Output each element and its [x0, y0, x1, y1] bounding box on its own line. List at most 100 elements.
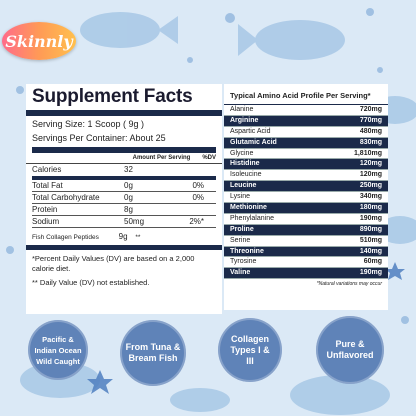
peptide-name: Fish Collagen Peptides	[32, 234, 99, 241]
fish-icon	[255, 20, 345, 60]
starfish-icon	[87, 370, 113, 394]
amino-acid-name: Histidine	[230, 160, 260, 168]
amino-acid-name: Tyrosine	[230, 258, 257, 266]
footnote-not-established: ** Daily Value (DV) not established.	[32, 278, 150, 287]
amino-acid-value: 140mg	[359, 247, 382, 255]
amino-acid-value: 770mg	[359, 116, 382, 124]
fish-icon	[80, 12, 160, 48]
amino-acid-name: Lysine	[230, 193, 250, 201]
badge-pure-unflavored: Pure & Unflavored	[316, 316, 384, 384]
nutrient-row: Calories 32	[32, 164, 216, 180]
amino-acid-row: Tyrosine 60mg	[224, 257, 388, 269]
amino-acid-value: 340mg	[359, 193, 382, 201]
servings-per-container: Servings Per Container: About 25	[32, 133, 166, 143]
amino-acid-value: 60mg	[363, 258, 382, 266]
fish-icon	[290, 375, 390, 415]
amino-acid-row: Isoleucine 120mg	[224, 170, 388, 182]
amino-acid-name: Arginine	[230, 116, 259, 124]
amino-acid-name: Valine	[230, 269, 251, 277]
badge-text: Collagen Types I & III	[230, 333, 270, 366]
amino-acid-row: Serine 510mg	[224, 236, 388, 247]
supplement-facts-title: Supplement Facts	[26, 84, 222, 116]
footnote-dv: *Percent Daily Values (DV) are based on …	[32, 254, 195, 273]
nutrient-amount: 0g	[124, 181, 133, 190]
nutrient-name: Total Fat	[32, 181, 63, 190]
nutrient-amount: 32	[124, 165, 133, 174]
nutrient-name: Protein	[32, 205, 58, 214]
amino-acid-name: Alanine	[230, 106, 254, 113]
amino-acid-row: Valine 190mg	[224, 268, 388, 280]
amino-acid-row: Proline 890mg	[224, 224, 388, 236]
amino-acid-row: Histidine 120mg	[224, 159, 388, 171]
nutrient-name: Sodium	[32, 217, 60, 226]
amino-acid-title: Typical Amino Acid Profile Per Serving*	[224, 84, 388, 105]
amino-acid-name: Phenylalanine	[230, 214, 274, 222]
amino-acid-value: 190mg	[359, 214, 382, 222]
nutrient-row: Total Carbohydrate 0g 0%	[32, 192, 216, 204]
amino-acid-name: Serine	[230, 236, 251, 244]
amino-acid-value: 190mg	[359, 269, 382, 277]
natural-variation-note: *Natural variations may occur	[316, 281, 382, 288]
amino-acid-value: 120mg	[359, 160, 382, 168]
badge-text: Pure & Unflavored	[326, 339, 374, 360]
nutrient-dv: 0%	[192, 181, 204, 190]
amino-acid-value: 720mg	[359, 106, 382, 113]
nutrient-amount: 8g	[124, 205, 133, 214]
amino-acid-value: 180mg	[359, 204, 382, 212]
badge-collagen-types: Collagen Types I & III	[218, 318, 282, 382]
amino-acid-name: Glycine	[230, 149, 254, 157]
peptide-dv: **	[135, 234, 141, 241]
amino-acid-value: 480mg	[359, 127, 382, 135]
amino-acid-row: Threonine 140mg	[224, 246, 388, 258]
badge-text: Pacific & Indian Ocean Wild Caught	[34, 334, 82, 366]
dv-header: %DV	[202, 155, 216, 161]
amino-acid-row: Glutamic Acid 830mg	[224, 137, 388, 149]
amino-acid-panel: Typical Amino Acid Profile Per Serving* …	[224, 84, 388, 310]
nutrient-dv: 2%*	[189, 217, 204, 226]
nutrient-name: Calories	[32, 165, 62, 174]
badge-tuna-bream: From Tuna & Bream Fish	[120, 320, 186, 386]
facts-column-header: Amount Per Serving %DV	[26, 153, 222, 164]
nutrient-row: Protein 8g	[32, 204, 216, 216]
amino-acid-value: 890mg	[359, 225, 382, 233]
badge-text: From Tuna & Bream Fish	[125, 342, 181, 363]
brand-logo: Skinnly	[2, 22, 76, 60]
amino-acid-name: Aspartic Acid	[230, 127, 271, 135]
amino-acid-row: Phenylalanine 190mg	[224, 214, 388, 225]
fish-tail-icon	[158, 16, 178, 44]
nutrient-dv	[174, 204, 204, 215]
amino-acid-name: Methionine	[230, 204, 267, 212]
amino-acid-value: 250mg	[359, 182, 382, 190]
amino-acid-name: Glutamic Acid	[230, 138, 277, 146]
amount-per-serving-header: Amount Per Serving	[132, 155, 191, 161]
nutrient-row: Sodium 50mg 2%*	[32, 216, 216, 228]
amino-acid-name: Proline	[230, 225, 254, 233]
badge-wild-caught: Pacific & Indian Ocean Wild Caught	[28, 320, 88, 380]
starfish-icon	[385, 262, 405, 280]
amino-acid-value: 1,810mg	[353, 149, 382, 157]
fish-collagen-row: Fish Collagen Peptides 9g **	[26, 228, 222, 250]
amino-acid-name: Isoleucine	[230, 171, 262, 179]
amino-acid-row: Leucine 250mg	[224, 181, 388, 193]
peptide-amount: 9g	[118, 232, 128, 241]
amino-acid-row: Lysine 340mg	[224, 192, 388, 204]
nutrient-dv: 0%	[192, 193, 204, 202]
supplement-facts-panel: Supplement Facts Serving Size: 1 Scoop (…	[26, 84, 222, 314]
amino-acid-name: Leucine	[230, 182, 257, 190]
nutrient-row: Total Fat 0g 0%	[32, 180, 216, 192]
nutrient-dv	[174, 164, 204, 176]
nutrient-amount: 50mg	[124, 217, 145, 226]
amino-acid-row: Glycine 1,810mg	[224, 149, 388, 160]
nutrient-amount: 0g	[124, 193, 133, 202]
amino-acid-row: Arginine 770mg	[224, 115, 388, 127]
amino-acid-name: Threonine	[230, 247, 264, 255]
amino-acid-value: 120mg	[359, 171, 382, 179]
nutrient-name: Total Carbohydrate	[32, 193, 100, 202]
amino-acid-value: 510mg	[359, 236, 382, 244]
amino-acid-value: 830mg	[359, 138, 382, 146]
serving-size: Serving Size: 1 Scoop ( 9g )	[32, 119, 145, 129]
amino-acid-row: Alanine 720mg	[224, 105, 388, 116]
amino-acid-row: Aspartic Acid 480mg	[224, 127, 388, 138]
amino-acid-row: Methionine 180mg	[224, 203, 388, 214]
brand-logo-text: Skinnly	[5, 31, 73, 51]
